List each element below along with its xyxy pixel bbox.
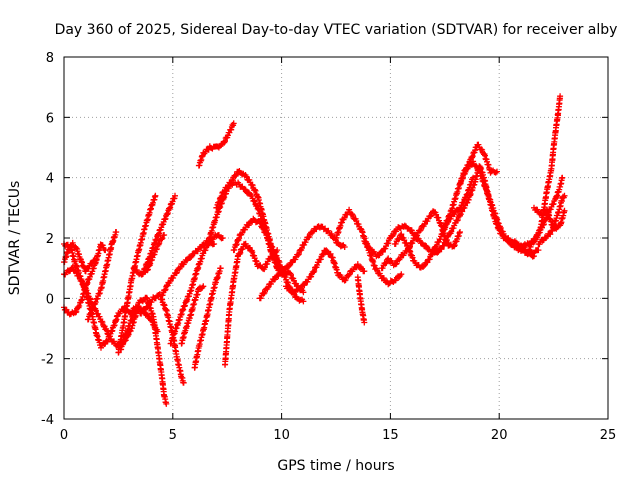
x-axis-label: GPS time / hours bbox=[277, 458, 394, 474]
x-tick-label: 0 bbox=[60, 428, 68, 443]
x-tick-label: 15 bbox=[382, 428, 399, 443]
y-tick-label: -4 bbox=[41, 413, 54, 428]
series-track-09 bbox=[130, 232, 168, 278]
series-track-07 bbox=[117, 294, 170, 407]
x-tick-label: 10 bbox=[273, 428, 290, 443]
y-tick-label: 2 bbox=[46, 232, 54, 247]
series-track-13 bbox=[178, 283, 207, 347]
point-markers bbox=[139, 192, 178, 278]
y-tick-label: 6 bbox=[46, 111, 54, 126]
series-track-18 bbox=[222, 240, 281, 368]
series-track-08 bbox=[139, 192, 178, 278]
series-track-10 bbox=[137, 291, 187, 386]
point-markers bbox=[137, 291, 187, 386]
point-markers bbox=[378, 208, 463, 272]
series-track-21 bbox=[283, 247, 368, 296]
point-markers bbox=[204, 168, 307, 296]
y-tick-label: -2 bbox=[41, 353, 54, 368]
point-markers bbox=[178, 283, 207, 347]
ticks-layer: 0 5 10 15 20 25 -4 -2 0 2 4 6 8 bbox=[41, 51, 616, 443]
y-tick-label: 4 bbox=[46, 172, 54, 187]
series-track-16 bbox=[204, 168, 307, 296]
series-track-19 bbox=[230, 215, 283, 266]
y-axis-label: SDTVAR / TECUs bbox=[7, 181, 23, 296]
point-markers bbox=[117, 294, 170, 407]
series-track-15 bbox=[191, 265, 224, 371]
chart-title: Day 360 of 2025, Sidereal Day-to-day VTE… bbox=[55, 22, 618, 38]
point-markers bbox=[130, 232, 168, 278]
series-track-32 bbox=[535, 192, 568, 248]
point-markers bbox=[222, 240, 281, 368]
point-markers bbox=[230, 215, 283, 266]
series-track-28 bbox=[457, 158, 542, 257]
point-markers bbox=[535, 192, 568, 248]
point-markers bbox=[84, 229, 120, 323]
x-tick-label: 25 bbox=[600, 428, 617, 443]
x-tick-label: 5 bbox=[169, 428, 177, 443]
point-markers bbox=[354, 274, 368, 326]
series-track-06 bbox=[115, 192, 159, 356]
x-tick-label: 20 bbox=[491, 428, 508, 443]
point-markers bbox=[115, 192, 159, 356]
point-markers bbox=[457, 158, 542, 257]
data-points-layer bbox=[61, 93, 568, 407]
y-tick-label: 0 bbox=[46, 292, 54, 307]
point-markers bbox=[191, 265, 224, 371]
point-markers bbox=[283, 247, 368, 296]
series-track-05 bbox=[84, 229, 120, 323]
y-tick-label: 8 bbox=[46, 51, 54, 66]
series-track-14 bbox=[195, 120, 237, 169]
point-markers bbox=[195, 120, 237, 169]
series-track-25 bbox=[378, 208, 463, 272]
series-track-23 bbox=[354, 274, 368, 326]
